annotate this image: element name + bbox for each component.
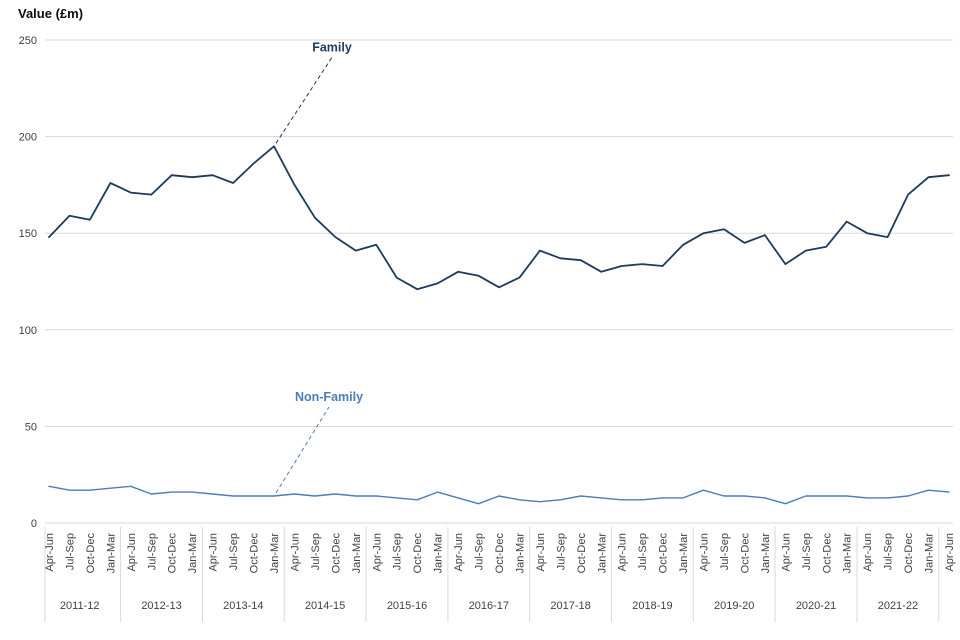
x-axis-tick-label: Oct-Dec [412, 533, 424, 574]
x-axis-tick-label: Jan-Mar [760, 533, 772, 574]
x-axis-tick-label: Jul-Sep [719, 533, 731, 570]
x-axis-tick-label: Jan-Mar [515, 533, 527, 574]
x-axis-tick-label: Apr-Jun [944, 533, 956, 572]
year-group-label: 2012-13 [141, 600, 181, 612]
x-axis-tick-label: Oct-Dec [740, 533, 752, 574]
x-axis-tick-label: Jan-Mar [351, 533, 363, 574]
year-group-label: 2018-19 [632, 600, 672, 612]
x-axis-tick-label: Jul-Sep [228, 533, 240, 570]
year-group-label: 2015-16 [387, 600, 427, 612]
annotation-leader-line [275, 57, 333, 144]
x-axis-tick-label: Apr-Jun [126, 533, 138, 572]
x-axis-tick-label: Jul-Sep [555, 533, 567, 570]
series-annotation-label: Non-Family [295, 390, 363, 404]
non-family-line-series [48, 485, 950, 505]
x-axis-tick-label: Jul-Sep [65, 533, 77, 570]
x-axis-tick-label: Oct-Dec [903, 533, 915, 574]
x-axis-tick-label: Apr-Jun [617, 533, 629, 572]
x-axis-tick-label: Jul-Sep [883, 533, 895, 570]
x-axis-tick-label: Jul-Sep [801, 533, 813, 570]
y-axis-title: Value (£m) [18, 6, 84, 21]
y-axis-tick-label: 50 [25, 421, 37, 433]
x-axis-tick-label: Apr-Jun [780, 533, 792, 572]
x-axis-tick-label: Oct-Dec [821, 533, 833, 574]
x-axis-tick-label: Apr-Jun [535, 533, 547, 572]
y-axis-tick-label: 250 [19, 35, 37, 47]
year-group-label: 2014-15 [305, 600, 345, 612]
x-axis-tick-label: Apr-Jun [44, 533, 56, 572]
series-annotation-label: Family [312, 40, 352, 54]
year-group-label: 2017-18 [550, 600, 590, 612]
y-axis-tick-label: 0 [31, 518, 37, 530]
y-axis-tick-label: 150 [19, 228, 37, 240]
x-axis-tick-label: Jul-Sep [392, 533, 404, 570]
year-group-label: 2019-20 [714, 600, 754, 612]
x-axis-tick-label: Apr-Jun [208, 533, 220, 572]
annotation-leader-line [275, 406, 330, 494]
x-axis-tick-label: Oct-Dec [249, 533, 261, 574]
x-axis-tick-label: Oct-Dec [658, 533, 670, 574]
x-axis-tick-label: Jul-Sep [146, 533, 158, 570]
x-axis-tick-label: Oct-Dec [167, 533, 179, 574]
year-group-label: 2011-12 [60, 600, 100, 612]
x-axis-tick-label: Jul-Sep [310, 533, 322, 570]
x-axis-tick-label: Jul-Sep [474, 533, 486, 570]
x-axis-tick-label: Jan-Mar [678, 533, 690, 574]
family-line-series [48, 145, 950, 291]
x-axis-tick-label: Jan-Mar [105, 533, 117, 574]
x-axis-tick-label: Jan-Mar [924, 533, 936, 574]
x-axis-tick-label: Jan-Mar [269, 533, 281, 574]
x-axis-tick-label: Apr-Jun [371, 533, 383, 572]
x-axis-tick-label: Apr-Jun [290, 533, 302, 572]
x-axis-tick-label: Jan-Mar [187, 533, 199, 574]
x-axis-tick-label: Oct-Dec [330, 533, 342, 574]
x-axis-tick-label: Oct-Dec [494, 533, 506, 574]
year-group-label: 2020-21 [796, 600, 836, 612]
x-axis-tick-label: Apr-Jun [862, 533, 874, 572]
y-axis-tick-label: 200 [19, 132, 37, 144]
x-axis-tick-label: Oct-Dec [576, 533, 588, 574]
x-axis-tick-label: Apr-Jun [453, 533, 465, 572]
year-group-label: 2016-17 [469, 600, 509, 612]
x-axis-tick-label: Jan-Mar [842, 533, 854, 574]
x-axis-tick-label: Jan-Mar [596, 533, 608, 574]
year-group-label: 2013-14 [223, 600, 263, 612]
x-axis-tick-label: Jul-Sep [637, 533, 649, 570]
y-axis-tick-label: 100 [19, 325, 37, 337]
year-group-label: 2021-22 [878, 600, 918, 612]
x-axis-tick-label: Oct-Dec [85, 533, 97, 574]
x-axis-tick-label: Jan-Mar [433, 533, 445, 574]
x-axis-tick-label: Apr-Jun [699, 533, 711, 572]
